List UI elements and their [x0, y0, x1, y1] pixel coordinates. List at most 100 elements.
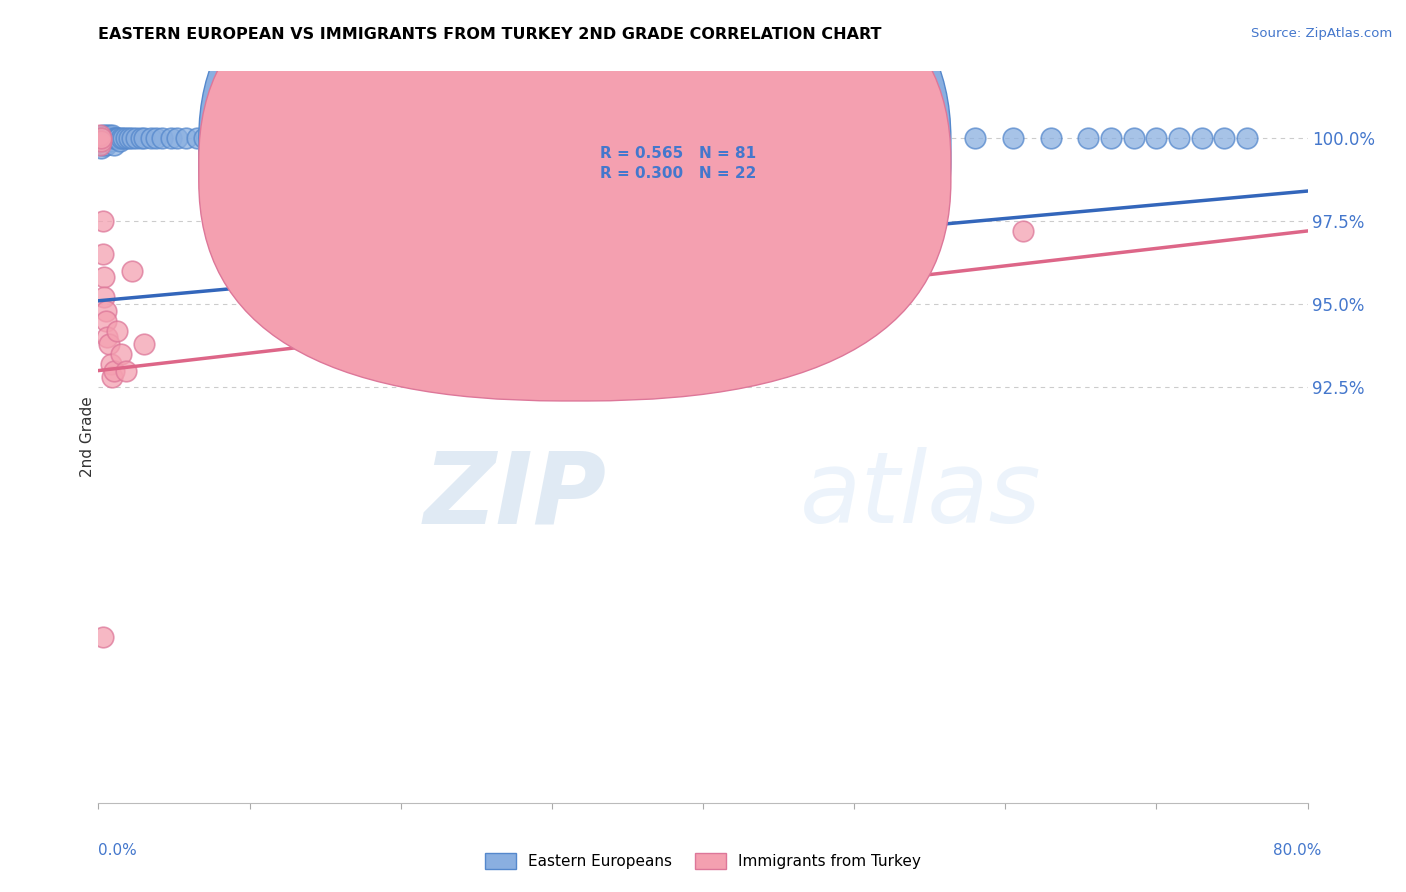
Point — [111, 131, 134, 145]
Point — [125, 131, 148, 145]
Point — [89, 134, 111, 148]
Point — [775, 131, 797, 145]
Point — [1077, 131, 1099, 145]
Point — [101, 370, 124, 384]
Point — [132, 131, 155, 145]
Point — [105, 324, 128, 338]
Point — [103, 363, 125, 377]
Point — [174, 131, 197, 145]
Point — [215, 131, 238, 145]
Legend: Eastern Europeans, Immigrants from Turkey: Eastern Europeans, Immigrants from Turke… — [479, 847, 927, 875]
Point — [360, 131, 382, 145]
Point — [1099, 131, 1122, 145]
Point — [166, 131, 188, 145]
Point — [1236, 131, 1258, 145]
Point — [201, 131, 224, 145]
Point — [91, 131, 114, 145]
Point — [121, 264, 143, 278]
Point — [107, 131, 129, 145]
Point — [94, 128, 117, 142]
FancyBboxPatch shape — [540, 137, 787, 192]
Point — [118, 131, 141, 145]
Point — [100, 134, 122, 148]
Point — [98, 131, 121, 145]
Text: 0.0%: 0.0% — [98, 843, 138, 858]
Point — [322, 131, 344, 145]
Point — [110, 131, 132, 145]
Point — [150, 131, 173, 145]
Point — [253, 131, 276, 145]
Point — [105, 131, 128, 145]
Y-axis label: 2nd Grade: 2nd Grade — [80, 397, 94, 477]
Text: R = 0.300   N = 22: R = 0.300 N = 22 — [600, 166, 756, 181]
Point — [141, 131, 163, 145]
Point — [89, 137, 111, 152]
Point — [851, 131, 873, 145]
Point — [160, 131, 183, 145]
Point — [101, 131, 124, 145]
Point — [186, 131, 208, 145]
Point — [540, 131, 562, 145]
Point — [93, 290, 115, 304]
Point — [145, 131, 167, 145]
Point — [132, 337, 155, 351]
Point — [100, 131, 122, 145]
Point — [495, 131, 517, 145]
Point — [94, 137, 117, 152]
Point — [90, 131, 112, 145]
Point — [94, 303, 117, 318]
Point — [89, 137, 111, 152]
FancyBboxPatch shape — [198, 0, 950, 401]
Point — [1122, 131, 1144, 145]
Point — [965, 131, 987, 145]
Point — [813, 131, 835, 145]
Point — [647, 131, 669, 145]
Point — [93, 134, 115, 148]
Point — [737, 131, 759, 145]
Point — [103, 131, 125, 145]
Text: 80.0%: 80.0% — [1274, 843, 1322, 858]
Point — [193, 131, 215, 145]
Point — [100, 357, 122, 371]
Point — [676, 224, 699, 238]
Point — [93, 131, 115, 145]
Point — [405, 131, 427, 145]
Point — [593, 131, 616, 145]
Point — [1012, 224, 1035, 238]
Text: R = 0.565   N = 81: R = 0.565 N = 81 — [600, 146, 756, 161]
Point — [1213, 131, 1236, 145]
Point — [114, 131, 136, 145]
Point — [374, 214, 396, 228]
Point — [91, 247, 114, 261]
Point — [89, 128, 111, 142]
Text: ZIP: ZIP — [423, 447, 606, 544]
Point — [1144, 131, 1167, 145]
Point — [121, 131, 143, 145]
Point — [108, 134, 131, 148]
Text: Source: ZipAtlas.com: Source: ZipAtlas.com — [1251, 27, 1392, 40]
Point — [96, 131, 118, 145]
Point — [94, 314, 117, 328]
Point — [858, 180, 880, 194]
Text: atlas: atlas — [800, 447, 1042, 544]
Point — [90, 141, 112, 155]
Point — [104, 131, 127, 145]
Point — [129, 131, 152, 145]
Point — [96, 131, 118, 145]
Point — [723, 204, 745, 219]
Point — [284, 131, 307, 145]
Point — [616, 234, 638, 248]
Point — [555, 253, 578, 268]
Point — [495, 270, 517, 285]
Point — [101, 128, 124, 142]
Point — [90, 134, 112, 148]
Point — [98, 128, 121, 142]
Point — [450, 131, 472, 145]
Point — [692, 131, 714, 145]
Point — [828, 164, 851, 178]
Point — [96, 330, 118, 344]
Point — [1039, 131, 1062, 145]
Point — [1001, 131, 1024, 145]
Point — [98, 337, 121, 351]
FancyBboxPatch shape — [198, 0, 950, 381]
